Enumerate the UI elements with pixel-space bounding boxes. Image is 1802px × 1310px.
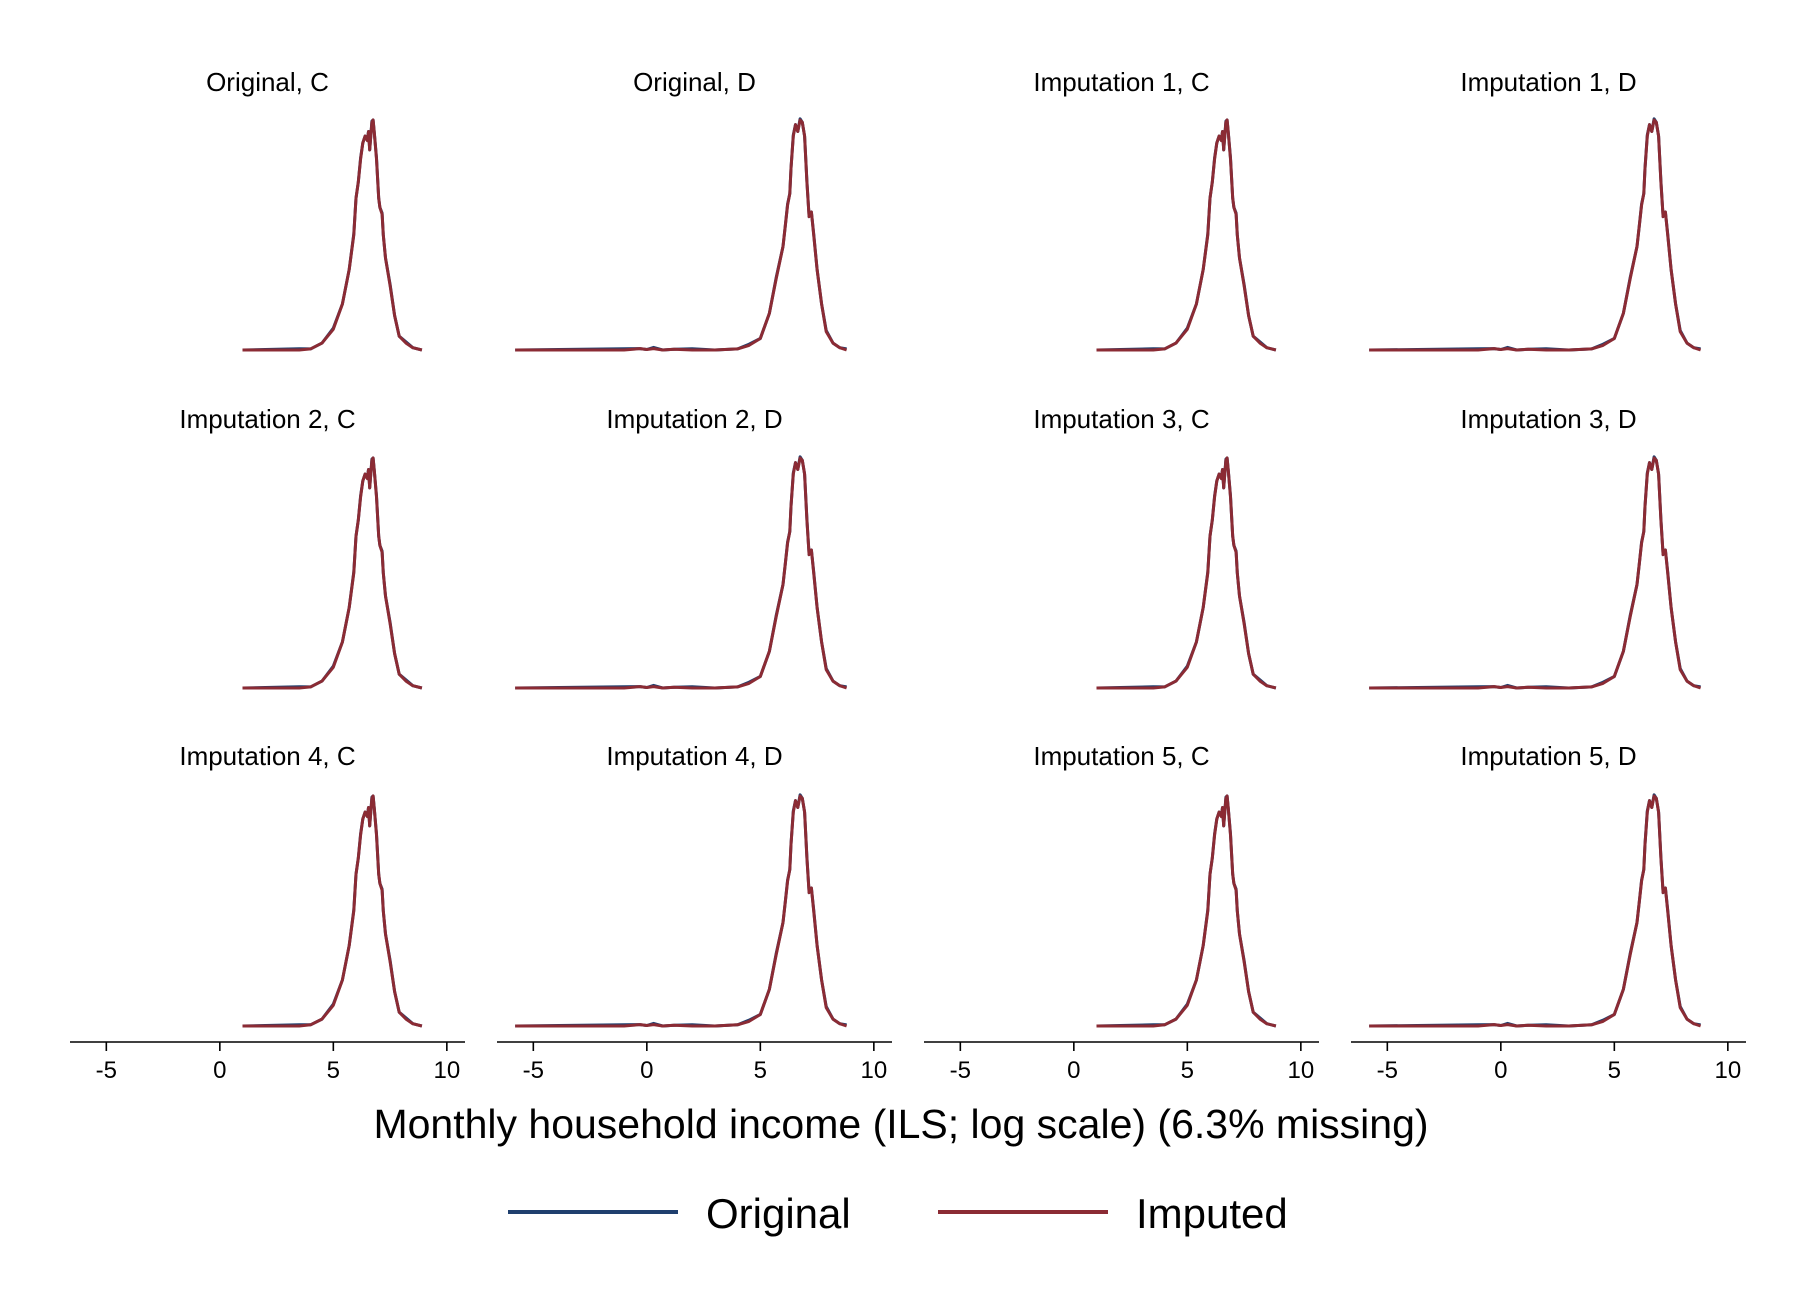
x-axis-col-3: -5 0 5 10	[924, 1041, 1319, 1084]
x-tick-label: 10	[1714, 1057, 1741, 1084]
panel-imputation-4-d: Imputation 4, D	[515, 741, 848, 1028]
panel-original-d: Original, D	[515, 67, 848, 352]
x-tick-label: 5	[1181, 1057, 1194, 1084]
series-line-original	[515, 793, 847, 1028]
series-line-imputed	[1369, 118, 1702, 352]
series-line-original	[1369, 117, 1701, 352]
x-tick-label: 5	[327, 1057, 340, 1084]
panel-imputation-5-c: Imputation 5, C	[1033, 741, 1277, 1028]
x-tick-label: 0	[213, 1057, 226, 1084]
x-tick-label: 10	[860, 1057, 887, 1084]
legend-label-imputed: Imputed	[1136, 1190, 1288, 1237]
panel-imputation-1-d: Imputation 1, D	[1369, 67, 1702, 352]
x-axis-col-2: -5 0 5 10	[497, 1041, 892, 1084]
panel-title: Imputation 3, C	[1033, 404, 1209, 434]
series-line-imputed	[515, 794, 848, 1028]
panel-title: Imputation 2, C	[179, 404, 355, 434]
x-tick-label: 10	[1287, 1057, 1314, 1084]
x-tick-label: 0	[1067, 1057, 1080, 1084]
panel-title: Original, C	[206, 67, 329, 97]
panels-group: Original, C Original, D Imputation 1, C Imp…	[179, 67, 1702, 1028]
panel-title: Imputation 4, D	[606, 741, 782, 771]
x-axis-col-4: -5 0 5 10	[1351, 1041, 1746, 1084]
series-line-original	[515, 117, 847, 352]
x-tick-label: 5	[1608, 1057, 1621, 1084]
series-line-imputed	[242, 794, 423, 1028]
panel-title: Imputation 5, C	[1033, 741, 1209, 771]
panel-title: Imputation 2, D	[606, 404, 782, 434]
x-tick-label: -5	[1377, 1057, 1398, 1084]
series-line-original	[1369, 793, 1701, 1028]
series-line-imputed	[515, 118, 848, 352]
panel-imputation-2-c: Imputation 2, C	[179, 404, 423, 690]
x-tick-label: -5	[96, 1057, 117, 1084]
x-tick-label: -5	[523, 1057, 544, 1084]
x-axes-group: -5 0 5 10 -5 0 5 10 -5 0 5 10 -5 0 5 10	[70, 1041, 1746, 1084]
series-line-imputed	[1096, 794, 1277, 1028]
series-line-imputed	[1369, 456, 1702, 690]
x-tick-label: 10	[433, 1057, 460, 1084]
legend: Original Imputed	[508, 1190, 1288, 1237]
panel-imputation-2-d: Imputation 2, D	[515, 404, 848, 690]
panel-title: Imputation 1, C	[1033, 67, 1209, 97]
series-line-imputed	[242, 456, 423, 690]
panel-title: Original, D	[633, 67, 756, 97]
x-tick-label: -5	[950, 1057, 971, 1084]
series-line-imputed	[1369, 794, 1702, 1028]
panel-imputation-3-d: Imputation 3, D	[1369, 404, 1702, 690]
x-tick-label: 0	[640, 1057, 653, 1084]
series-line-original	[1369, 455, 1701, 690]
panel-imputation-1-c: Imputation 1, C	[1033, 67, 1277, 352]
series-line-imputed	[242, 118, 423, 352]
series-line-original	[515, 455, 847, 690]
panel-title: Imputation 5, D	[1460, 741, 1636, 771]
legend-label-original: Original	[706, 1190, 851, 1237]
x-axis-col-1: -5 0 5 10	[70, 1041, 465, 1084]
panel-original-c: Original, C	[206, 67, 423, 352]
series-line-imputed	[515, 456, 848, 690]
panel-title: Imputation 3, D	[1460, 404, 1636, 434]
x-tick-label: 5	[754, 1057, 767, 1084]
series-line-imputed	[1096, 456, 1277, 690]
panel-imputation-4-c: Imputation 4, C	[179, 741, 423, 1028]
panel-title: Imputation 1, D	[1460, 67, 1636, 97]
x-tick-label: 0	[1494, 1057, 1507, 1084]
panel-imputation-3-c: Imputation 3, C	[1033, 404, 1277, 690]
panel-imputation-5-d: Imputation 5, D	[1369, 741, 1702, 1028]
x-axis-label: Monthly household income (ILS; log scale…	[373, 1101, 1428, 1147]
panel-title: Imputation 4, C	[179, 741, 355, 771]
series-line-imputed	[1096, 118, 1277, 352]
